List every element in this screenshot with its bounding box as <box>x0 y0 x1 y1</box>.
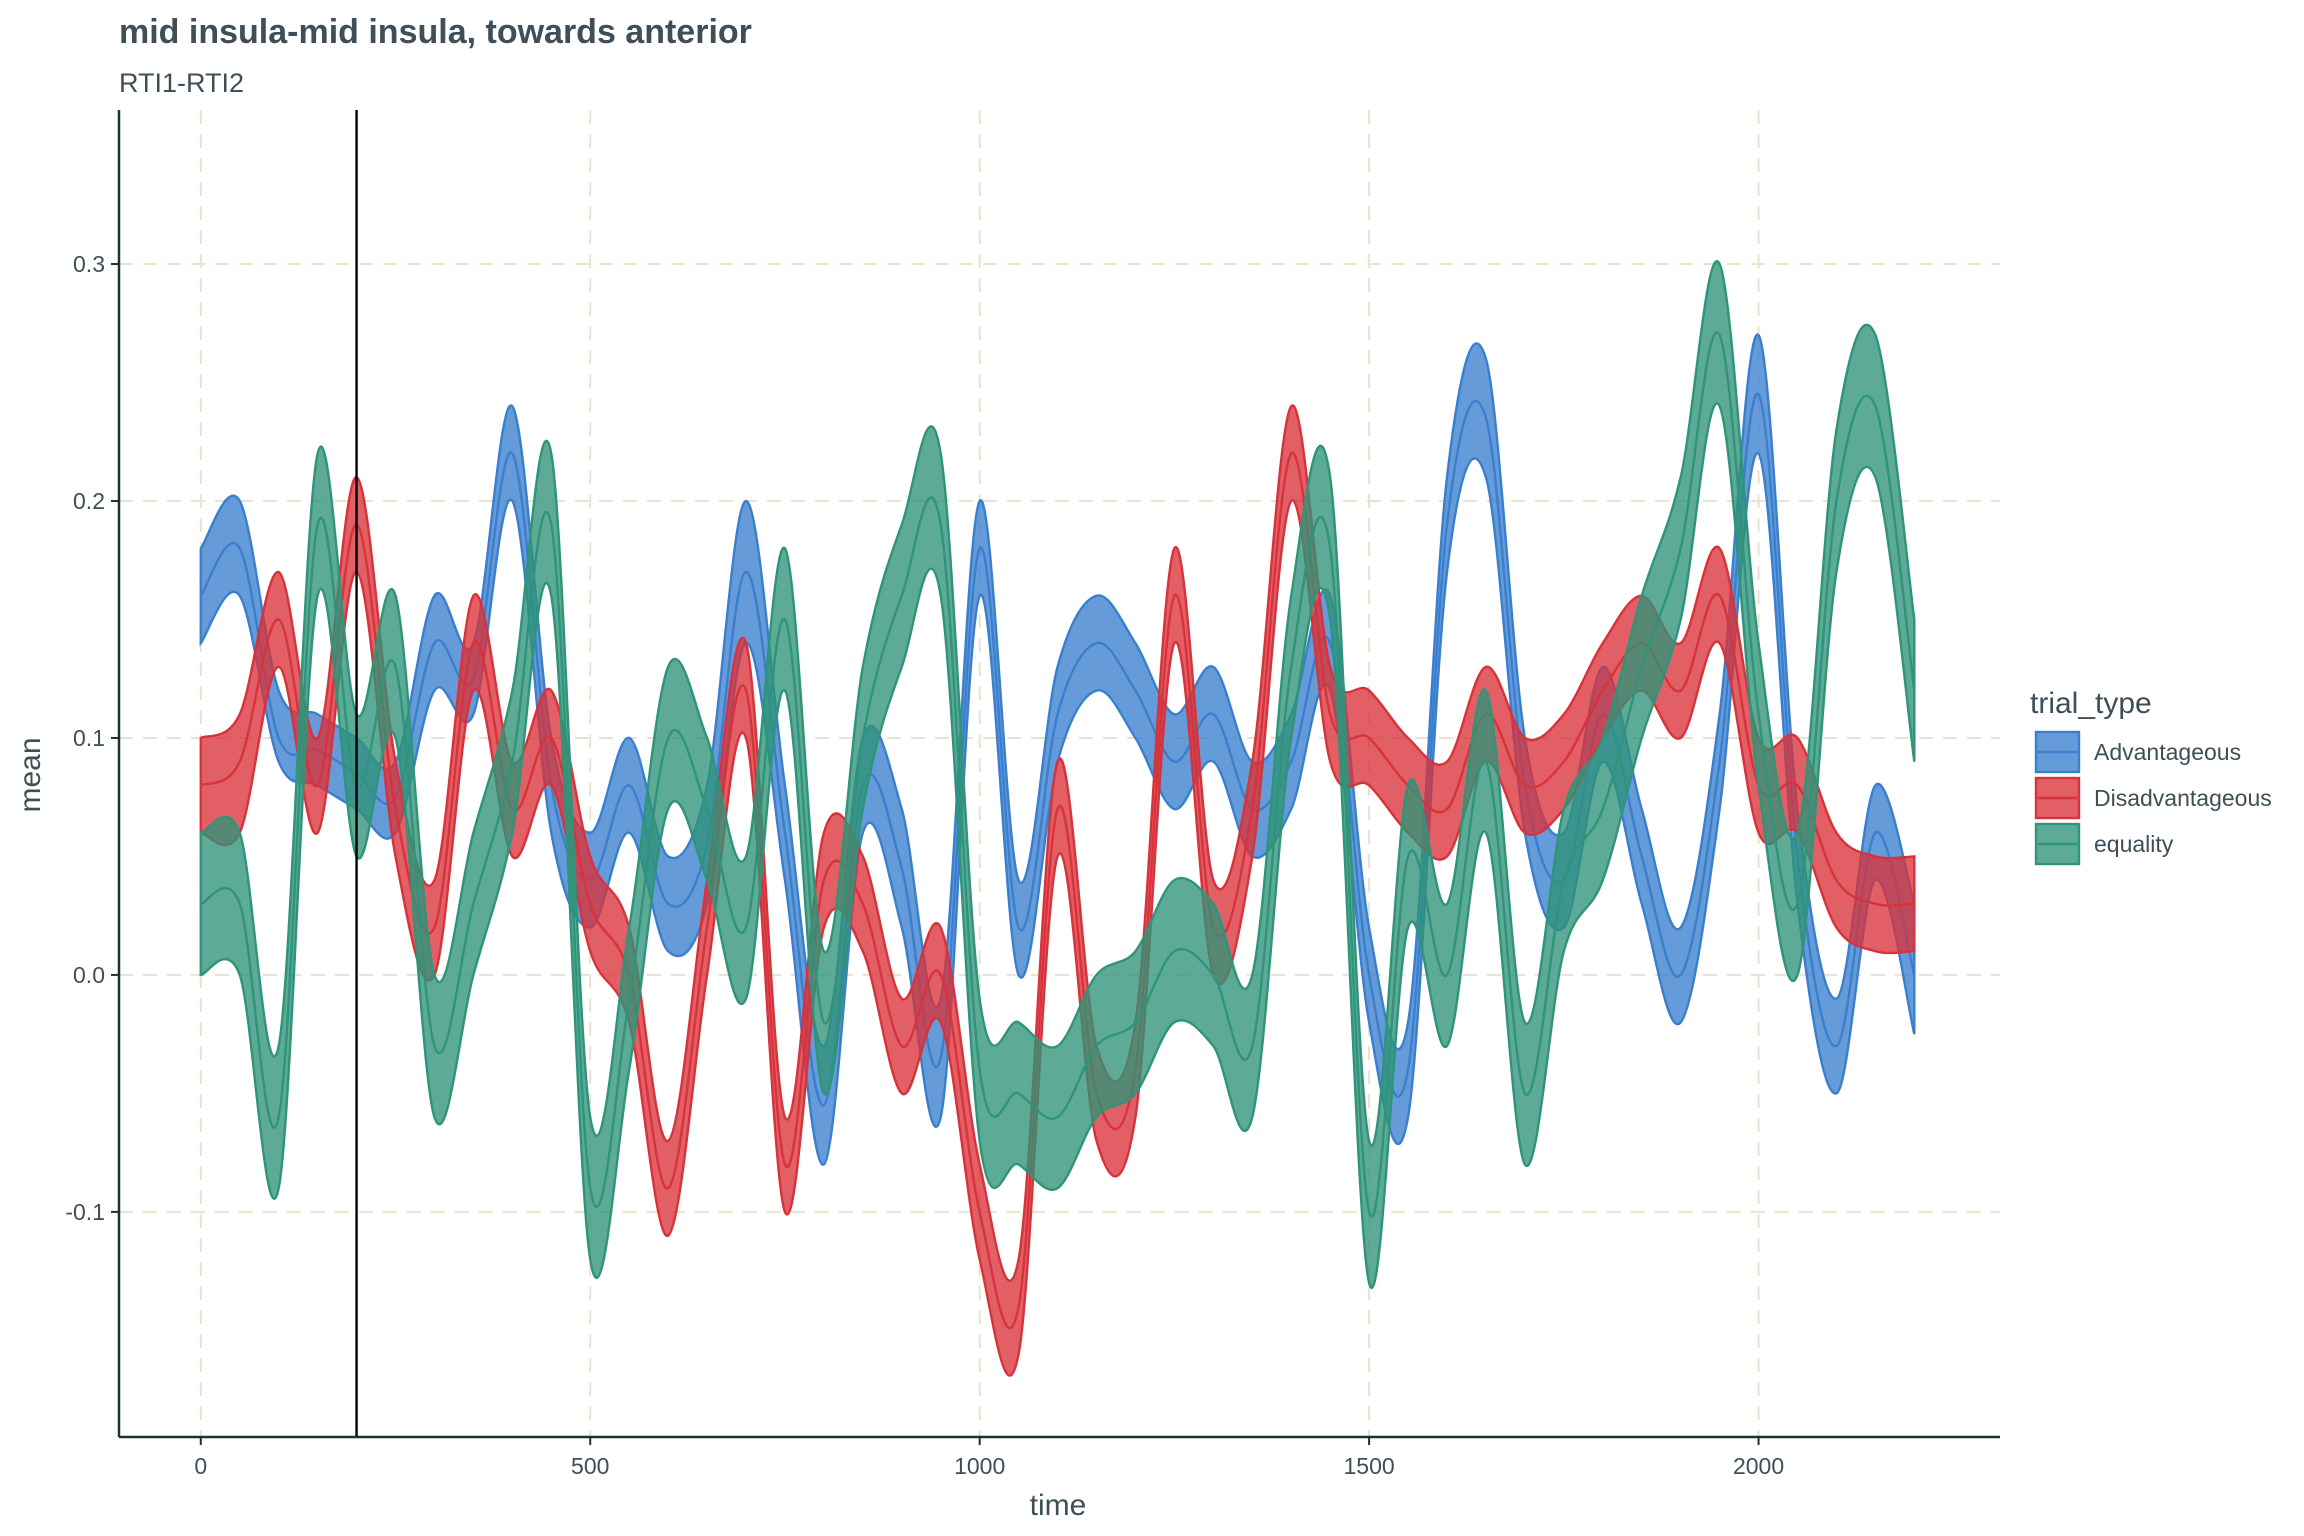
y-axis-title: mean <box>14 737 47 812</box>
x-axis-ticks: 0 500 1000 1500 2000 <box>194 1437 1784 1479</box>
chart-subtitle: RTI1-RTI2 <box>119 68 244 98</box>
mean-line-disadvantageous <box>200 451 1915 1330</box>
x-tick-label: 1500 <box>1344 1453 1395 1479</box>
legend-label-equality: equality <box>2094 831 2174 857</box>
mean-line-equality <box>200 331 1916 1218</box>
x-tick-label: 0 <box>194 1453 207 1479</box>
x-tick-label: 500 <box>571 1453 609 1479</box>
x-tick-label: 2000 <box>1733 1453 1784 1479</box>
ribbon-equality <box>199 260 1916 1289</box>
y-tick-label: -0.1 <box>65 1199 105 1225</box>
y-axis-ticks: -0.1 0.0 0.1 0.2 0.3 <box>65 251 119 1225</box>
legend-items: Advantageous Disadvantageous equality <box>2034 730 2272 866</box>
y-tick-label: 0.2 <box>73 488 105 514</box>
legend-label-disadvantageous: Disadvantageous <box>2094 785 2272 811</box>
legend: trial_type Advantageous Disadvantageous eq… <box>2030 687 2272 866</box>
x-axis-title: time <box>1030 1489 1087 1522</box>
series-equality <box>199 260 1916 1289</box>
legend-title: trial_type <box>2030 687 2152 720</box>
chart-title: mid insula-mid insula, towards anterior <box>119 13 752 51</box>
ribbon-layer <box>199 260 1916 1377</box>
x-tick-label: 1000 <box>954 1453 1005 1479</box>
series-disadvantageous <box>199 404 1916 1377</box>
y-tick-label: 0.3 <box>73 251 105 277</box>
y-tick-label: 0.1 <box>73 725 105 751</box>
plot-area <box>119 110 2000 1437</box>
y-tick-label: 0.0 <box>73 962 105 988</box>
legend-label-advantageous: Advantageous <box>2094 739 2241 765</box>
ribbon-disadvantageous <box>199 404 1916 1377</box>
